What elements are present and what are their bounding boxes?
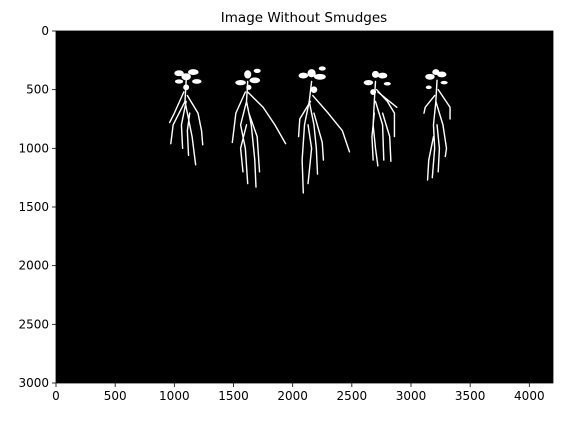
image-background: [56, 31, 553, 383]
y-tick-label: 500: [26, 83, 49, 97]
y-tick-label: 2000: [18, 259, 49, 273]
plant: [297, 66, 351, 194]
y-tick-label: 0: [41, 24, 49, 38]
y-tick-label: 3000: [18, 376, 49, 390]
y-tick-label: 2500: [18, 317, 49, 331]
plant: [168, 69, 204, 166]
x-tick-label: 2500: [337, 389, 368, 403]
x-tick-label: 500: [104, 389, 127, 403]
plant: [231, 68, 287, 188]
x-tick-label: 3000: [396, 389, 427, 403]
plant: [363, 70, 398, 167]
plants-image: [168, 66, 451, 194]
y-tick-label: 1000: [18, 141, 49, 155]
chart-title: Image Without Smudges: [221, 10, 387, 26]
y-tick-label: 1500: [18, 200, 49, 214]
x-tick-label: 0: [52, 389, 60, 403]
x-tick-label: 2000: [277, 389, 308, 403]
x-tick-label: 1500: [218, 389, 249, 403]
x-tick-label: 3500: [455, 389, 486, 403]
plant: [423, 69, 451, 181]
x-tick-label: 1000: [159, 389, 190, 403]
x-tick-label: 4000: [514, 389, 545, 403]
